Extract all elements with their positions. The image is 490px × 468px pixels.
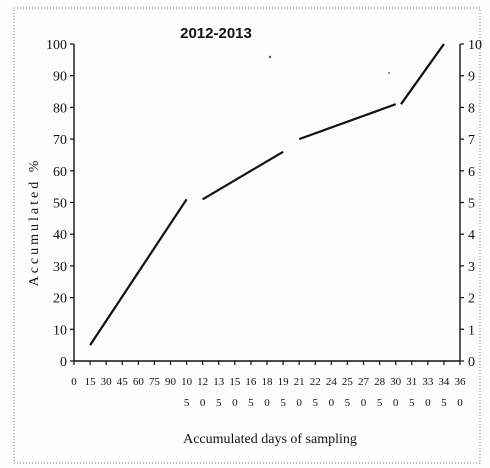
x-tick-label-second-line: 0 <box>425 397 431 409</box>
x-tick-label: 28 <box>374 376 386 388</box>
scan-speck <box>268 55 272 59</box>
line-segment <box>89 198 188 346</box>
x-tick-label: 25 <box>342 376 354 388</box>
x-tick-label: 15 <box>85 376 97 388</box>
y-tick-label: 0 <box>60 355 67 370</box>
x-tick-label-second-line: 0 <box>329 397 335 409</box>
y-axis-ticks: 0 10 20 30 40 50 60 70 80 90 100 <box>46 38 74 370</box>
y2-axis-ticks: 0 1 2 3 4 5 6 7 8 9 10 <box>460 38 482 370</box>
y2-tick-label: 1 <box>468 323 475 338</box>
x-tick-label-second-line: 5 <box>184 397 190 409</box>
y2-tick-label: 10 <box>468 38 482 53</box>
x-tick-label-second-line: 5 <box>441 397 447 409</box>
x-tick-label-second-line: 5 <box>313 397 319 409</box>
x-tick-label: 18 <box>262 376 274 388</box>
x-tick-label: 16 <box>245 376 257 388</box>
x-tick-label: 33 <box>422 376 434 388</box>
y-axis-title: Accumulated % <box>27 158 42 287</box>
x-tick-label: 24 <box>326 376 338 388</box>
x-tick-label: 34 <box>438 376 450 388</box>
x-tick-label-second-line: 5 <box>345 397 351 409</box>
x-tick-label-second-line: 5 <box>377 397 383 409</box>
x-tick-label-second-line: 0 <box>457 397 463 409</box>
y-tick-label: 70 <box>53 133 67 148</box>
x-tick-label: 21 <box>294 376 305 388</box>
y2-tick-label: 4 <box>468 228 475 243</box>
y-tick-label: 100 <box>46 38 67 53</box>
x-tick-label: 0 <box>71 376 77 388</box>
y-tick-label: 50 <box>53 197 67 212</box>
y-tick-label: 30 <box>53 260 67 275</box>
y2-tick-label: 2 <box>468 292 475 307</box>
series-line <box>89 43 445 346</box>
y2-tick-label: 9 <box>468 70 475 85</box>
x-tick-label: 36 <box>455 376 467 388</box>
y-tick-label: 40 <box>53 228 67 243</box>
x-tick-label: 13 <box>213 376 225 388</box>
axes <box>73 44 461 362</box>
x-tick-label-second-line: 5 <box>280 397 286 409</box>
x-tick-label-second-line: 5 <box>216 397 222 409</box>
y2-tick-label: 3 <box>468 260 475 275</box>
x-tick-label-second-line: 0 <box>296 397 302 409</box>
x-tick-label-second-line: 0 <box>393 397 399 409</box>
x-tick-label: 27 <box>358 376 370 388</box>
x-axis-title: Accumulated days of sampling <box>183 432 357 447</box>
x-tick-label: 90 <box>165 376 177 388</box>
x-tick-label: 10 <box>181 376 193 388</box>
line-segment <box>400 43 445 105</box>
y2-tick-label: 5 <box>468 197 475 212</box>
x-tick-label: 12 <box>197 376 208 388</box>
scan-speck <box>388 72 390 74</box>
y2-tick-label: 0 <box>468 355 475 370</box>
x-tick-label-second-line: 0 <box>232 397 238 409</box>
x-tick-label-second-line: 5 <box>248 397 254 409</box>
x-tick-label-second-line: 5 <box>409 397 415 409</box>
x-tick-label-second-line: 0 <box>200 397 206 409</box>
x-tick-label-second-line: 0 <box>361 397 367 409</box>
y-tick-label: 20 <box>53 292 67 307</box>
x-tick-label: 45 <box>117 376 129 388</box>
y2-tick-label: 8 <box>468 101 475 116</box>
outer-frame <box>13 7 481 464</box>
x-axis-ticks: 0 15 30 45 60 75 90 105120135150165180195210225… <box>71 361 466 409</box>
y-tick-label: 80 <box>53 101 67 116</box>
y-tick-label: 60 <box>53 165 67 180</box>
chart-title: 2012-2013 <box>180 25 252 42</box>
x-tick-label-second-line: 0 <box>264 397 270 409</box>
y-tick-label: 10 <box>53 323 67 338</box>
line-segment <box>298 103 397 141</box>
y2-tick-label: 6 <box>468 165 475 180</box>
x-tick-label: 30 <box>390 376 402 388</box>
x-tick-label: 22 <box>310 376 321 388</box>
x-tick-label: 75 <box>149 376 161 388</box>
y-tick-label: 90 <box>53 70 67 85</box>
x-tick-label: 31 <box>406 376 417 388</box>
line-segment <box>202 150 284 201</box>
x-tick-label: 30 <box>101 376 113 388</box>
y2-tick-label: 7 <box>468 133 475 148</box>
x-tick-label: 15 <box>229 376 241 388</box>
x-tick-label: 19 <box>278 376 290 388</box>
x-tick-label: 60 <box>133 376 145 388</box>
